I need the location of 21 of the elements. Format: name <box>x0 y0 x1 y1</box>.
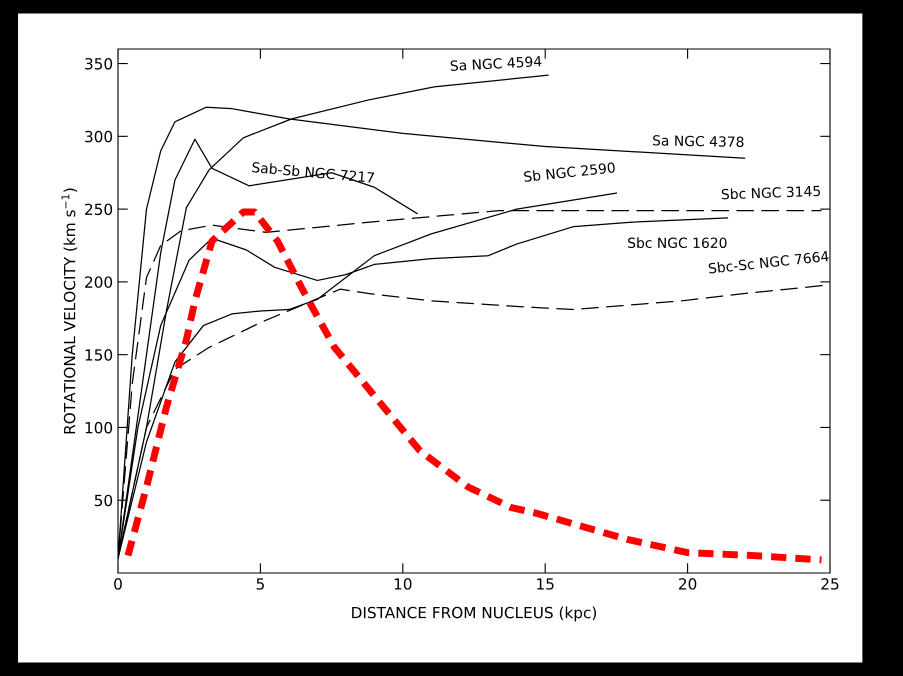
x-axis-title: DISTANCE FROM NUCLEUS (kpc) <box>352 606 596 622</box>
y-tick-label: 100 <box>86 422 112 434</box>
legend-label: Sa NGC 4594 <box>450 56 542 72</box>
series-label: Sa NGC 4378 <box>652 135 744 148</box>
y-tick-label: 300 <box>85 130 112 142</box>
y-tick-label: 50 <box>94 494 112 506</box>
text: Sb NGC 2590 <box>524 162 616 182</box>
x-tick-label: 5 <box>256 578 264 590</box>
x-tick-label: 0 <box>114 578 122 590</box>
y-tick-label: 250 <box>85 204 112 216</box>
series-label: Sbc NGC 3145 <box>722 185 820 200</box>
x-tick-label: 10 <box>394 578 412 590</box>
y-axis-title: ROTATIONAL VELOCITY (km s$^{−1}$) <box>61 188 78 434</box>
y-tick-label: 150 <box>86 349 112 361</box>
x-tick-label: 20 <box>679 578 696 590</box>
x-tick-label: 15 <box>537 578 554 590</box>
y-tick-label: 200 <box>85 276 112 288</box>
y-tick-label: 350 <box>85 58 112 70</box>
series-label: Sbc NGC 1620 <box>628 237 727 248</box>
x-tick-label: 25 <box>821 578 838 590</box>
text: Sbc-Sc NGC 7664 <box>708 250 829 274</box>
